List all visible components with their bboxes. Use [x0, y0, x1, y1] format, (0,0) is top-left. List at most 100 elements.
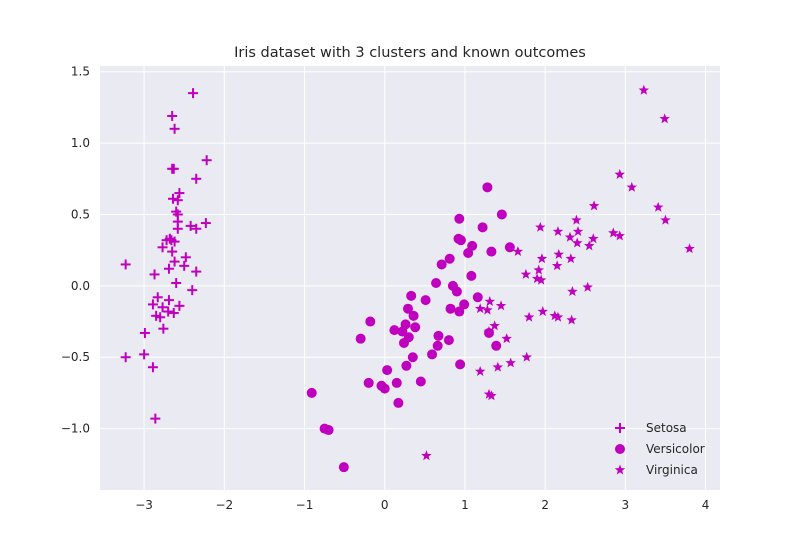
- virginica-point: [474, 366, 486, 376]
- grid-lines: [100, 66, 720, 490]
- setosa-point: [120, 259, 131, 270]
- x-tick-label: −3: [135, 498, 153, 512]
- setosa-point: [139, 327, 150, 338]
- versicolor-point: [401, 360, 412, 371]
- x-axis-ticks: −3 −2 −1 0 1 2 3 4: [135, 498, 709, 512]
- x-tick-label: 0: [381, 498, 389, 512]
- virginica-point: [537, 306, 548, 316]
- setosa-point: [152, 292, 163, 303]
- setosa-point: [147, 362, 158, 373]
- legend-label-setosa: Setosa: [646, 421, 687, 435]
- versicolor-point: [454, 213, 465, 224]
- x-tick-label: 2: [541, 498, 549, 512]
- setosa-point: [163, 263, 174, 274]
- virginica-point: [474, 303, 486, 314]
- virginica-point: [535, 274, 547, 285]
- virginica-point: [571, 214, 582, 225]
- setosa-point: [167, 193, 178, 204]
- virginica-point: [535, 221, 546, 232]
- setosa-point: [191, 173, 202, 184]
- virginica-point: [521, 351, 532, 362]
- virginica-point: [638, 84, 650, 95]
- setosa-point: [169, 256, 180, 267]
- setosa-point: [167, 110, 178, 121]
- versicolor-point: [397, 326, 408, 337]
- virginica-point: [505, 357, 516, 368]
- virginica-point: [653, 201, 664, 212]
- setosa-point: [157, 302, 168, 313]
- versicolor-point: [432, 340, 443, 351]
- data-points: [120, 84, 695, 473]
- y-tick-label: −0.5: [61, 350, 90, 364]
- virginica-point: [567, 286, 578, 297]
- virginica-point: [566, 314, 577, 325]
- virginica-point: [489, 320, 500, 331]
- versicolor-point: [382, 365, 393, 376]
- legend-label-virginica: Virginica: [646, 463, 698, 477]
- versicolor-point: [433, 330, 444, 341]
- plot-background: [100, 66, 720, 490]
- setosa-point: [185, 220, 196, 231]
- versicolor-point: [443, 335, 454, 346]
- setosa-point: [120, 352, 131, 363]
- setosa-point: [172, 195, 183, 206]
- virginica-point: [520, 268, 532, 279]
- virginica-point: [626, 181, 637, 192]
- virginica-point: [588, 200, 600, 211]
- legend-marker-setosa: [615, 423, 625, 433]
- versicolor-point: [427, 349, 438, 360]
- virginica-point: [549, 310, 560, 321]
- chart-title: Iris dataset with 3 clusters and known o…: [234, 45, 586, 61]
- setosa-point: [174, 188, 185, 199]
- versicolor-point: [391, 377, 402, 388]
- versicolor-point: [445, 303, 456, 314]
- versicolor-point: [363, 377, 374, 388]
- y-tick-label: 0.5: [71, 207, 90, 221]
- virginica-point: [659, 113, 670, 124]
- versicolor-point: [477, 222, 488, 233]
- versicolor-point: [436, 259, 447, 270]
- versicolor-point: [496, 209, 507, 220]
- versicolor-point: [459, 299, 470, 310]
- setosa-point: [172, 223, 183, 234]
- virginica-point: [684, 243, 695, 254]
- legend: Setosa Versicolor Virginica: [614, 421, 705, 477]
- setosa-point: [188, 88, 199, 99]
- versicolor-point: [415, 376, 426, 387]
- virginica-point: [421, 450, 432, 461]
- versicolor-point: [379, 383, 390, 394]
- x-tick-label: −2: [215, 498, 233, 512]
- virginica-point: [564, 231, 576, 242]
- x-tick-label: 4: [702, 498, 710, 512]
- versicolor-point: [455, 359, 466, 370]
- versicolor-point: [402, 303, 413, 314]
- setosa-point: [149, 269, 160, 280]
- setosa-point: [150, 413, 161, 424]
- virginica-point: [482, 304, 493, 315]
- virginica-point: [572, 226, 584, 237]
- y-tick-label: 1.5: [71, 65, 90, 79]
- setosa-point: [191, 266, 202, 277]
- virginica-point: [608, 227, 619, 238]
- virginica-point: [660, 214, 671, 225]
- virginica-point: [483, 326, 495, 336]
- setosa-point: [169, 236, 180, 247]
- versicolor-point: [355, 333, 366, 344]
- legend-marker-virginica: [614, 464, 626, 475]
- virginica-point: [588, 233, 599, 244]
- versicolor-point: [389, 325, 400, 336]
- virginica-point: [552, 226, 564, 237]
- virginica-point: [572, 237, 583, 248]
- setosa-point: [163, 295, 174, 306]
- setosa-point: [158, 323, 169, 334]
- versicolor-point: [406, 290, 417, 301]
- versicolor-point: [491, 340, 502, 351]
- virginica-point: [584, 240, 595, 251]
- versicolor-point: [472, 292, 483, 303]
- versicolor-point: [365, 316, 376, 327]
- virginica-point: [512, 246, 524, 257]
- setosa-point: [187, 285, 198, 296]
- versicolor-point: [431, 277, 442, 288]
- setosa-point: [155, 312, 166, 323]
